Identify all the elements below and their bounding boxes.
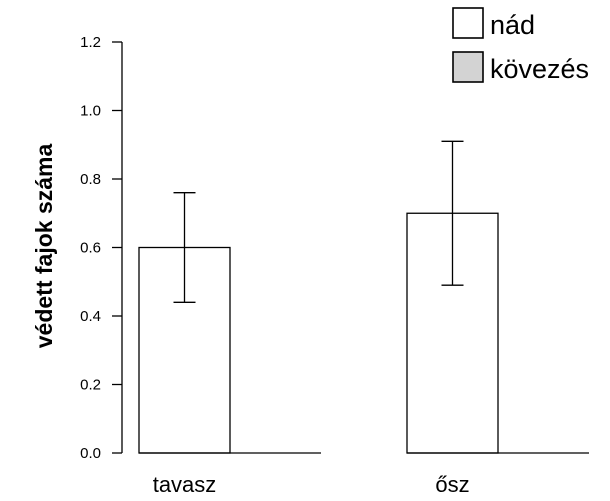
y-tick-label: 1.2 [80, 34, 101, 51]
y-axis-title: védett fajok száma [31, 144, 57, 349]
category-label-0: tavasz [153, 472, 217, 497]
category-label-1: ősz [435, 472, 469, 497]
bars [138, 212, 499, 454]
category-labels: tavasz ősz [153, 472, 470, 497]
legend: nád kövezés [452, 7, 589, 84]
y-tick-label: 0.8 [80, 171, 101, 188]
legend-swatch-1 [452, 51, 484, 83]
y-tick-label: 0.4 [80, 308, 101, 325]
y-tick-label: 0.6 [80, 240, 101, 257]
error-bars [173, 140, 464, 303]
legend-label-0: nád [490, 10, 535, 40]
legend-swatch-0 [452, 7, 484, 39]
legend-label-1: kövezés [490, 54, 589, 84]
y-tick-label: 1.0 [80, 103, 101, 120]
y-tick-label: 0.0 [80, 445, 101, 462]
y-ticks: 0.0 0.2 0.4 0.6 0.8 1.0 1.2 [80, 34, 122, 462]
y-tick-label: 0.2 [80, 377, 101, 394]
